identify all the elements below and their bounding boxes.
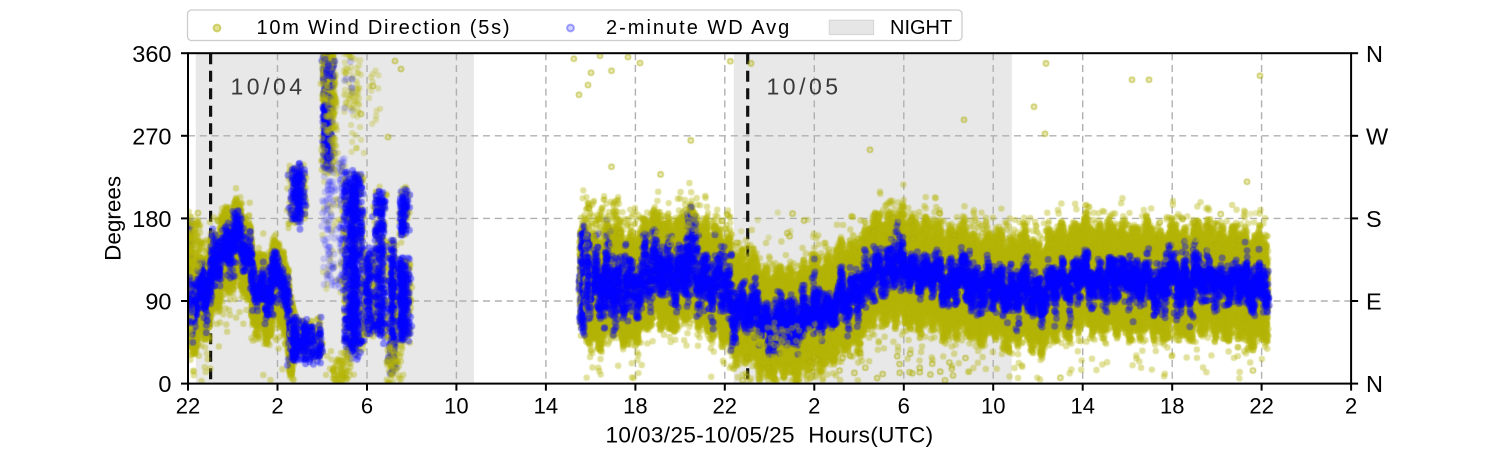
svg-text:2: 2: [271, 394, 283, 419]
svg-text:10/03/25-10/05/25 Hours(UTC): 10/03/25-10/05/25 Hours(UTC): [605, 423, 933, 448]
svg-text:6: 6: [898, 394, 910, 419]
svg-text:2-minute WD Avg: 2-minute WD Avg: [606, 17, 791, 39]
svg-text:14: 14: [1070, 394, 1094, 419]
svg-text:270: 270: [132, 123, 171, 149]
svg-text:NIGHT: NIGHT: [890, 17, 952, 39]
svg-text:N: N: [1366, 371, 1383, 397]
svg-text:10: 10: [981, 394, 1005, 419]
svg-text:E: E: [1366, 289, 1382, 315]
svg-text:6: 6: [361, 394, 373, 419]
svg-text:360: 360: [132, 41, 171, 67]
svg-text:10m Wind Direction (5s): 10m Wind Direction (5s): [257, 17, 512, 39]
svg-text:14: 14: [534, 394, 558, 419]
svg-text:S: S: [1366, 206, 1382, 232]
svg-text:18: 18: [623, 394, 647, 419]
svg-text:10: 10: [444, 394, 468, 419]
svg-text:22: 22: [176, 394, 200, 419]
svg-text:22: 22: [713, 394, 737, 419]
svg-text:W: W: [1366, 123, 1389, 149]
svg-text:2: 2: [808, 394, 820, 419]
svg-text:0: 0: [158, 371, 171, 397]
svg-text:180: 180: [132, 206, 171, 232]
svg-text:Degrees: Degrees: [101, 176, 126, 261]
svg-text:22: 22: [1249, 394, 1273, 419]
svg-text:2: 2: [1345, 394, 1357, 419]
svg-text:90: 90: [145, 289, 171, 315]
svg-text:N: N: [1366, 41, 1383, 67]
svg-text:18: 18: [1160, 394, 1184, 419]
